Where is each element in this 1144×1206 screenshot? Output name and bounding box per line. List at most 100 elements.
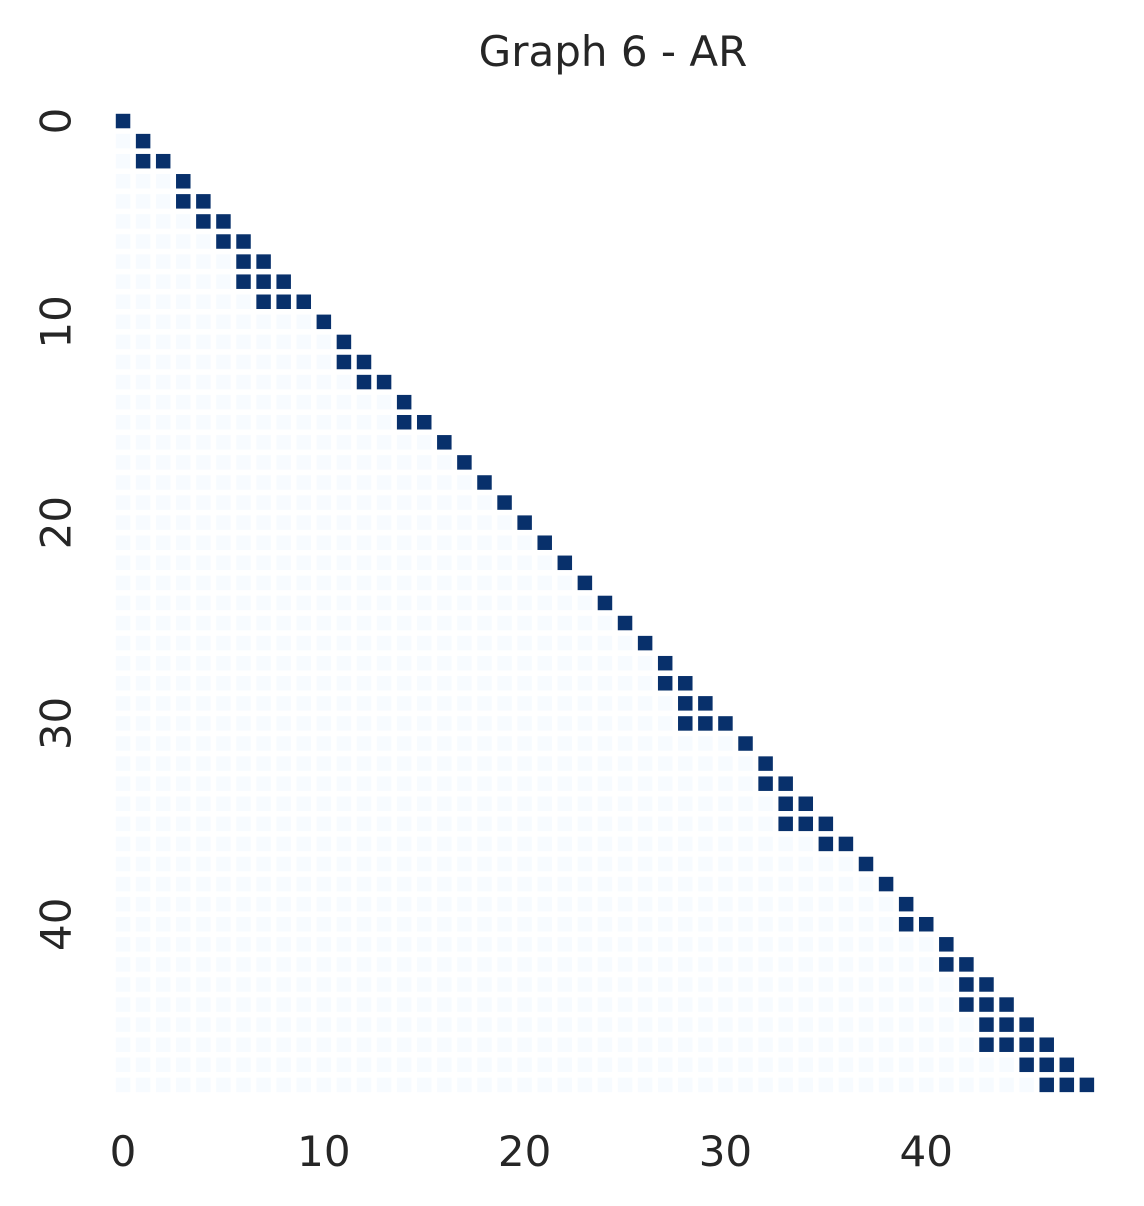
heatmap-cell [416, 957, 432, 972]
heatmap-cell [135, 595, 151, 611]
heatmap-cell [416, 435, 432, 450]
heatmap-cell [437, 1017, 452, 1032]
heatmap-cell [296, 937, 312, 952]
heatmap-cell [858, 896, 874, 912]
heatmap-cell [497, 1077, 512, 1093]
heatmap-cell [396, 495, 412, 510]
heatmap-cell-active [1039, 1077, 1054, 1093]
heatmap-cell [437, 977, 452, 992]
heatmap-cell [155, 374, 171, 390]
heatmap-cell [557, 696, 573, 711]
heatmap-cell [216, 354, 231, 370]
heatmap-cell [617, 816, 633, 832]
heatmap-cell [236, 816, 251, 832]
heatmap-cell [416, 615, 432, 631]
heatmap-cell [216, 495, 231, 510]
heatmap-cell-active [678, 696, 693, 711]
heatmap-cell [135, 575, 151, 591]
heatmap-cell [316, 836, 332, 852]
heatmap-cell [497, 937, 512, 952]
heatmap-cell [758, 1017, 773, 1032]
heatmap-cell-active [678, 716, 693, 731]
heatmap-cell [216, 1077, 231, 1093]
heatmap-cell [477, 937, 492, 952]
heatmap-cell [657, 896, 673, 912]
heatmap-cell [718, 836, 733, 852]
heatmap-cell [898, 977, 914, 992]
x-tick-label: 20 [498, 1127, 551, 1176]
heatmap-cell [537, 635, 552, 651]
heatmap-cell [597, 696, 613, 711]
heatmap-cell [698, 876, 713, 892]
heatmap-cell [155, 214, 171, 229]
heatmap-cell [316, 916, 332, 932]
heatmap-cell [176, 234, 191, 249]
heatmap-cell [196, 394, 211, 410]
heatmap-cell [678, 896, 693, 912]
heatmap-cell [316, 1057, 332, 1073]
heatmap-cell [196, 1017, 211, 1032]
heatmap-cell [517, 796, 532, 812]
heatmap-cell [256, 635, 271, 651]
heatmap-cell [577, 615, 593, 631]
heatmap-cell [296, 535, 312, 550]
heatmap-cell [115, 495, 131, 510]
heatmap-cell [176, 836, 191, 852]
heatmap-cell-active [1019, 1017, 1034, 1032]
heatmap-cell [617, 676, 633, 691]
heatmap-cell [416, 736, 432, 751]
heatmap-cell [577, 916, 593, 932]
heatmap-cell [396, 736, 412, 751]
heatmap-cell [778, 1057, 793, 1073]
heatmap-cell [637, 655, 653, 671]
heatmap-cell [276, 455, 291, 470]
heatmap-cell [176, 435, 191, 450]
heatmap-cell [437, 676, 452, 691]
heatmap-cell [296, 696, 312, 711]
heatmap-cell [115, 374, 131, 390]
heatmap-cell [396, 776, 412, 791]
heatmap-cell [457, 997, 472, 1012]
heatmap-cell [256, 676, 271, 691]
heatmap-cell [196, 495, 211, 510]
heatmap-cell [497, 615, 512, 631]
heatmap-cell [1019, 1077, 1034, 1093]
heatmap-cell [396, 796, 412, 812]
heatmap-cell [637, 896, 653, 912]
heatmap-cell [537, 655, 552, 671]
heatmap-cell [356, 736, 372, 751]
heatmap-cell [838, 1037, 854, 1052]
heatmap-cell [276, 1057, 291, 1073]
heatmap-cell [196, 937, 211, 952]
heatmap-cell [196, 876, 211, 892]
heatmap-cell [316, 495, 332, 510]
heatmap-cell [416, 997, 432, 1012]
heatmap-cell [135, 1077, 151, 1093]
heatmap-cell [176, 254, 191, 269]
heatmap-cell [577, 937, 593, 952]
heatmap-cell-active [276, 274, 291, 289]
heatmap-cell [416, 455, 432, 470]
heatmap-cell [637, 937, 653, 952]
heatmap-cell [416, 655, 432, 671]
heatmap-cell [818, 896, 834, 912]
heatmap-cell [557, 756, 573, 771]
heatmap-cell [517, 716, 532, 731]
heatmap-cell [115, 615, 131, 631]
heatmap-cell [758, 816, 773, 832]
heatmap-cell [336, 957, 352, 972]
heatmap-cell [758, 937, 773, 952]
heatmap-cell [818, 856, 834, 872]
heatmap-cell [296, 1037, 312, 1052]
heatmap-cell [256, 394, 271, 410]
heatmap-cell [336, 916, 352, 932]
heatmap-cell [216, 595, 231, 611]
heatmap-cell [376, 455, 392, 470]
heatmap-cell [778, 916, 793, 932]
heatmap-cell [196, 756, 211, 771]
heatmap-cell [798, 1037, 814, 1052]
heatmap-cell [577, 595, 593, 611]
heatmap-cell [597, 655, 613, 671]
heatmap-cell [878, 916, 894, 932]
heatmap-cell [296, 776, 312, 791]
